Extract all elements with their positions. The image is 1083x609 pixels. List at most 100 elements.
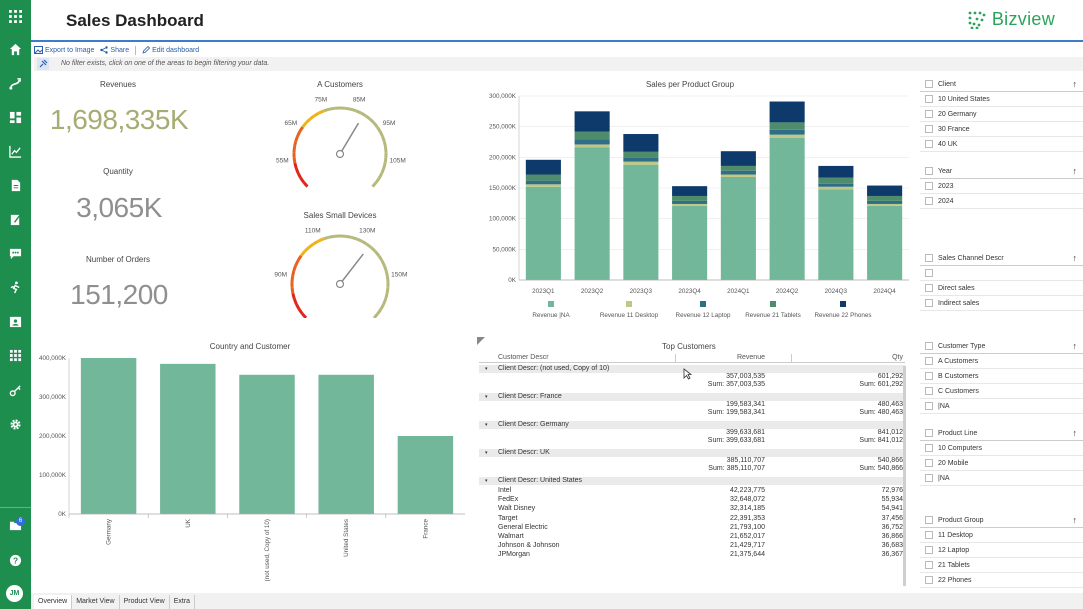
legend-label[interactable]: Revenue 21 Tablets bbox=[745, 312, 801, 319]
bar-segment[interactable] bbox=[818, 165, 854, 178]
customer-row[interactable]: Walmart 21,652,017 36,866 bbox=[479, 533, 905, 541]
bar-segment[interactable] bbox=[623, 164, 659, 280]
tab-overview[interactable]: Overview bbox=[34, 595, 73, 609]
sum-row[interactable]: Sum: 399,633,681 Sum: 841,012 bbox=[479, 437, 905, 445]
edit-dashboard-button[interactable]: Edit dashboard bbox=[142, 46, 199, 54]
listbox-item[interactable]: 21 Tablets bbox=[920, 558, 1083, 573]
item-checkbox[interactable] bbox=[925, 546, 933, 554]
edit-document-icon[interactable] bbox=[0, 208, 31, 230]
listbox-item[interactable]: B Customers bbox=[920, 369, 1083, 384]
run-icon[interactable] bbox=[0, 276, 31, 298]
customer-row[interactable]: Walt Disney 32,314,185 54,941 bbox=[479, 505, 905, 513]
group-header-row[interactable]: ▾ Client Descr: France bbox=[479, 393, 905, 401]
table-scrollbar[interactable] bbox=[903, 366, 906, 586]
item-checkbox[interactable] bbox=[925, 576, 933, 584]
listbox-item[interactable]: 20 Mobile bbox=[920, 456, 1083, 471]
value-row[interactable]: 399,633,681 841,012 bbox=[479, 429, 905, 437]
listbox-header[interactable]: Client ↑ bbox=[920, 77, 1083, 92]
collapse-caret-icon[interactable]: ▾ bbox=[485, 394, 488, 400]
listbox-item[interactable]: 2024 bbox=[920, 194, 1083, 209]
listbox-item[interactable]: Indirect sales bbox=[920, 296, 1083, 311]
sort-arrow-icon[interactable]: ↑ bbox=[1072, 79, 1078, 89]
sort-arrow-icon[interactable]: ↑ bbox=[1072, 515, 1078, 525]
bar-segment[interactable] bbox=[818, 189, 854, 280]
bar-segment[interactable] bbox=[769, 134, 805, 138]
customer-row[interactable]: FedEx 32,648,072 55,934 bbox=[479, 496, 905, 504]
revenues-kpi-value[interactable]: 1,698,335K bbox=[49, 104, 189, 135]
bar-segment[interactable] bbox=[672, 186, 708, 196]
select-all-checkbox[interactable] bbox=[925, 342, 933, 350]
item-checkbox[interactable] bbox=[925, 561, 933, 569]
country-bar[interactable] bbox=[239, 374, 295, 514]
apps-grid-icon[interactable] bbox=[0, 5, 31, 27]
select-all-checkbox[interactable] bbox=[925, 80, 933, 88]
bar-segment[interactable] bbox=[574, 147, 610, 280]
customer-row[interactable]: General Electric 21,793,100 36,752 bbox=[479, 524, 905, 532]
select-all-checkbox[interactable] bbox=[925, 254, 933, 262]
bar-segment[interactable] bbox=[574, 111, 610, 132]
item-checkbox[interactable] bbox=[925, 372, 933, 380]
select-all-checkbox[interactable] bbox=[925, 516, 933, 524]
sales-per-product-group-chart[interactable]: 0K 50,000K 100,000K 150,000K 200,000K 250,000… bbox=[473, 88, 913, 324]
group-header-row[interactable]: ▾ Client Descr: (not used, Copy of 10) bbox=[479, 365, 905, 373]
group-header-row[interactable]: ▾ Client Descr: UK bbox=[479, 449, 905, 457]
listbox-item[interactable]: C Customers bbox=[920, 384, 1083, 399]
item-checkbox[interactable] bbox=[925, 269, 933, 277]
item-checkbox[interactable] bbox=[925, 95, 933, 103]
listbox-item[interactable]: 10 United States bbox=[920, 92, 1083, 107]
collapse-caret-icon[interactable]: ▾ bbox=[485, 478, 488, 484]
collapse-caret-icon[interactable]: ▾ bbox=[485, 450, 488, 456]
listbox-item[interactable]: 20 Germany bbox=[920, 107, 1083, 122]
folder-icon[interactable] bbox=[0, 514, 31, 536]
group-header-row[interactable]: ▾ Client Descr: United States bbox=[479, 477, 905, 485]
select-all-checkbox[interactable] bbox=[925, 429, 933, 437]
bar-segment[interactable] bbox=[818, 177, 854, 184]
item-checkbox[interactable] bbox=[925, 402, 933, 410]
customer-row[interactable]: JPMorgan 21,375,644 36,367 bbox=[479, 551, 905, 559]
listbox-item[interactable]: 40 UK bbox=[920, 137, 1083, 152]
document-icon[interactable] bbox=[0, 174, 31, 196]
bar-segment[interactable] bbox=[623, 134, 659, 152]
item-checkbox[interactable] bbox=[925, 357, 933, 365]
listbox-item[interactable]: 30 France bbox=[920, 122, 1083, 137]
bar-segment[interactable] bbox=[574, 144, 610, 148]
orders-kpi-value[interactable]: 151,200 bbox=[70, 279, 168, 310]
listbox-item[interactable]: 22 Phones bbox=[920, 573, 1083, 588]
value-row[interactable]: 385,110,707 540,866 bbox=[479, 457, 905, 465]
a-customers-gauge[interactable]: 45M55M65M75M85M95M105M115M bbox=[270, 90, 410, 190]
listbox-item[interactable]: 11 Desktop bbox=[920, 528, 1083, 543]
item-checkbox[interactable] bbox=[925, 110, 933, 118]
item-checkbox[interactable] bbox=[925, 387, 933, 395]
home-icon[interactable] bbox=[0, 38, 31, 60]
contact-card-icon[interactable] bbox=[0, 310, 31, 332]
sort-arrow-icon[interactable]: ↑ bbox=[1072, 253, 1078, 263]
country-bar[interactable] bbox=[397, 436, 454, 514]
listbox-item[interactable]: Direct sales bbox=[920, 281, 1083, 296]
sort-arrow-icon[interactable]: ↑ bbox=[1072, 341, 1078, 351]
item-checkbox[interactable] bbox=[925, 531, 933, 539]
export-to-image-button[interactable]: Export to Image bbox=[34, 46, 94, 54]
item-checkbox[interactable] bbox=[925, 140, 933, 148]
dashboard-icon[interactable] bbox=[0, 106, 31, 128]
group-header-row[interactable]: ▾ Client Descr: Germany bbox=[479, 421, 905, 429]
select-all-checkbox[interactable] bbox=[925, 167, 933, 175]
small-devices-gauge[interactable]: 70M90M110M130M150M170M bbox=[270, 222, 410, 318]
item-checkbox[interactable] bbox=[925, 125, 933, 133]
bar-segment[interactable] bbox=[525, 174, 561, 181]
settings-gear-icon[interactable] bbox=[0, 413, 31, 435]
country-bar[interactable] bbox=[80, 358, 137, 514]
tab-market-view[interactable]: Market View bbox=[72, 595, 120, 609]
listbox-header[interactable]: Product Group ↑ bbox=[920, 513, 1083, 528]
sum-row[interactable]: Sum: 385,110,707 Sum: 540,866 bbox=[479, 465, 905, 473]
item-checkbox[interactable] bbox=[925, 459, 933, 467]
modules-grid-icon[interactable] bbox=[0, 344, 31, 366]
key-icon[interactable] bbox=[0, 379, 31, 401]
listbox-item[interactable]: |NA bbox=[920, 471, 1083, 486]
country-bar[interactable] bbox=[318, 374, 374, 514]
customer-row[interactable]: Intel 42,223,775 72,976 bbox=[479, 487, 905, 495]
bar-segment[interactable] bbox=[623, 151, 659, 158]
listbox-header[interactable]: Product Line ↑ bbox=[920, 426, 1083, 441]
bar-segment[interactable] bbox=[720, 151, 756, 166]
sort-arrow-icon[interactable]: ↑ bbox=[1072, 428, 1078, 438]
value-row[interactable]: 199,583,341 480,463 bbox=[479, 401, 905, 409]
